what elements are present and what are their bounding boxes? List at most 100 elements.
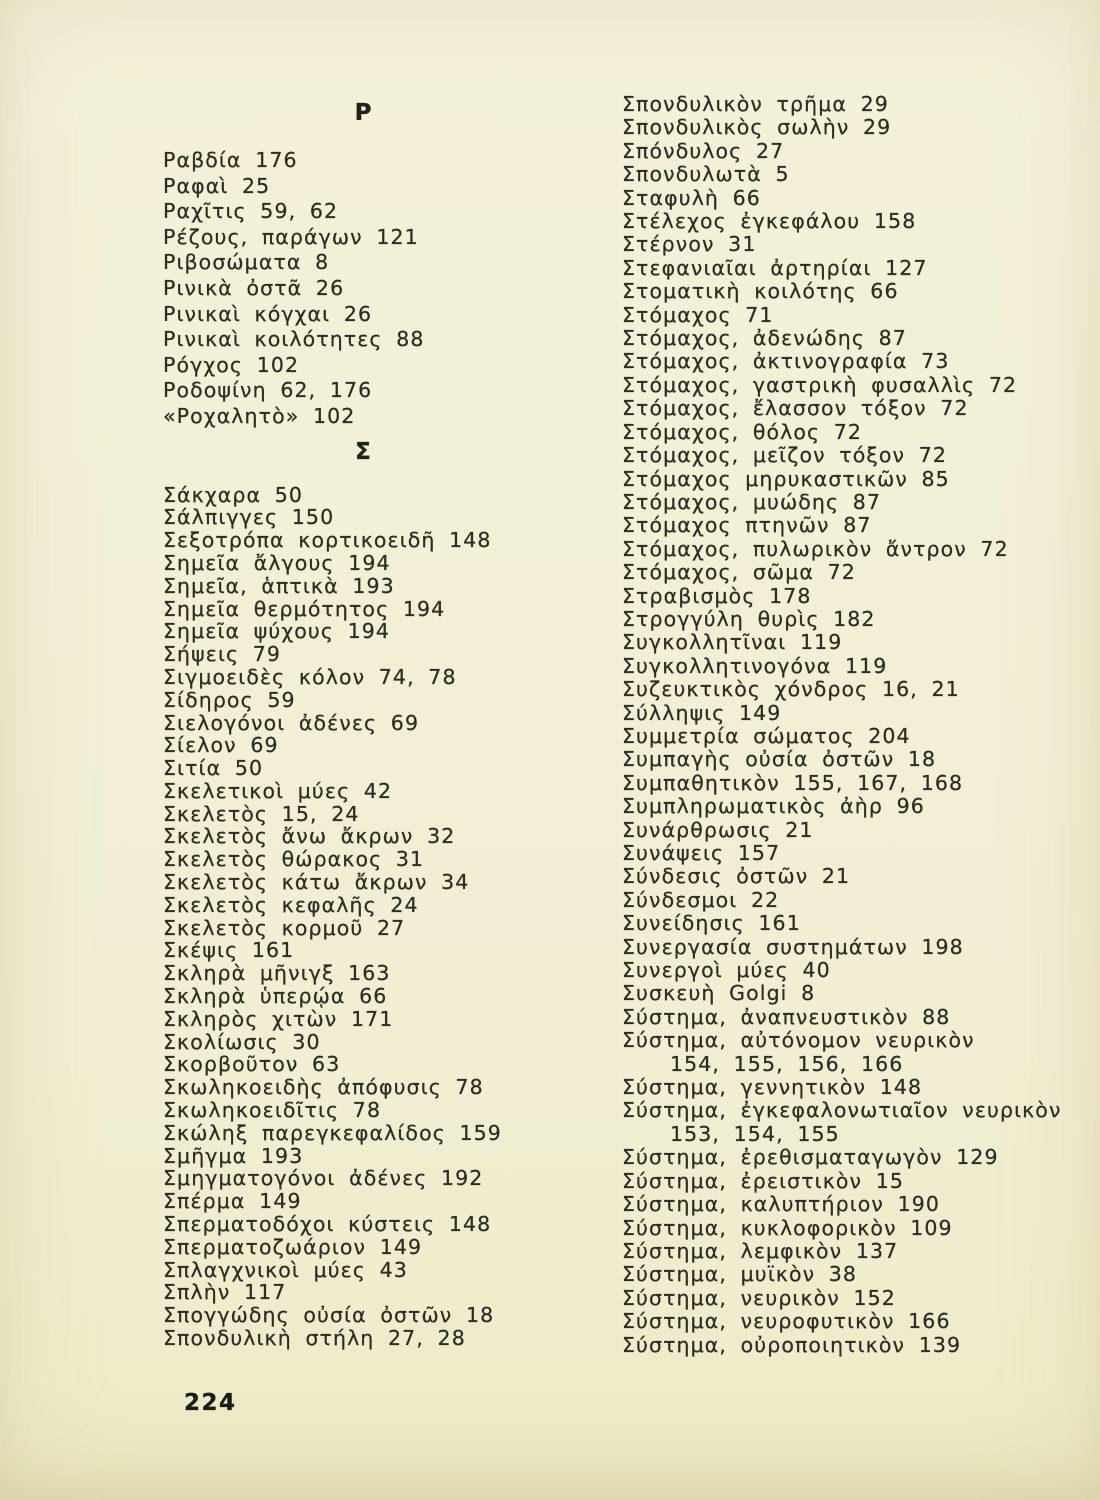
index-entry: Σκωληκοειδῖτις 78 bbox=[163, 1099, 565, 1122]
entry-term: Συνεργασία συστημάτων bbox=[622, 934, 908, 959]
index-entry: Σμῆγμα 193 bbox=[163, 1143, 565, 1168]
entry-term: Συμμετρία σώματος bbox=[622, 723, 855, 748]
entry-pages: 176 bbox=[255, 148, 298, 172]
entry-term: Σκέψις bbox=[163, 938, 239, 963]
entry-pages: 153, 154, 155 bbox=[670, 1121, 840, 1146]
index-entry: Συμπαγὴς οὐσία ὀστῶν 18 bbox=[622, 748, 1074, 772]
index-entry: Στόμαχος μηρυκαστικῶν 85 bbox=[622, 467, 1074, 491]
entry-pages: 88 bbox=[396, 327, 425, 352]
entry-term: Σύστημα, νευροφυτικὸν bbox=[622, 1309, 895, 1334]
entry-term: Σήψεις bbox=[163, 642, 240, 667]
index-entry: Συνείδησις 161 bbox=[622, 911, 1074, 935]
entry-term: Στόμαχος, ἀδενώδης bbox=[622, 326, 865, 351]
index-entry: Σύστημα, καλυπτήριον 190 bbox=[622, 1192, 1074, 1217]
section-heading: Σ bbox=[355, 438, 373, 465]
entry-term: Στόμαχος, μεῖζον τόξον bbox=[622, 443, 906, 468]
index-entry: Σπέρμα 149 bbox=[163, 1190, 565, 1213]
entry-term: Στρογγύλη θυρὶς bbox=[622, 606, 820, 631]
entry-pages: 194 bbox=[348, 550, 391, 575]
index-entry: Σπερματοζωάριον 149 bbox=[163, 1235, 565, 1259]
entry-term: Σύστημα, καλυπτήριον bbox=[622, 1192, 884, 1217]
index-entry: Σκελετὸς κάτω ἄκρων 34 bbox=[163, 871, 565, 894]
index-entry: Σκληρὰ ὑπερῴα 66 bbox=[163, 985, 565, 1008]
entry-term: Σπλαγχνικοὶ μύες bbox=[163, 1257, 366, 1282]
entry-term: Σύστημα, μυϊκὸν bbox=[622, 1262, 816, 1287]
entry-term: Σπονδυλωτὰ bbox=[622, 162, 762, 187]
entry-pages: 152 bbox=[853, 1285, 896, 1310]
entry-term: Σκελετὸς κεφαλῆς bbox=[163, 892, 377, 917]
entry-pages: 50 bbox=[234, 756, 264, 781]
entry-pages: 22 bbox=[750, 887, 780, 912]
index-entry: Σήψεις 79 bbox=[163, 643, 565, 666]
entry-pages: 18 bbox=[465, 1303, 495, 1328]
index-entry: Σίδηρος 59 bbox=[163, 687, 565, 712]
index-entry: Σκελετὸς κορμοῦ 27 bbox=[163, 915, 565, 940]
entry-pages: 193 bbox=[260, 1143, 304, 1168]
index-entry: Σταφυλὴ 66 bbox=[622, 186, 1074, 210]
index-entry: Ρόγχος 102 bbox=[163, 353, 565, 379]
entry-pages: 72 bbox=[940, 396, 969, 421]
entry-term: Σύστημα, ἐρειστικὸν bbox=[622, 1168, 863, 1193]
entry-term: Σκωληκοειδῖτις bbox=[163, 1098, 340, 1123]
entry-pages: 149 bbox=[259, 1189, 302, 1214]
index-entry: Σημεῖα, ἁπτικὰ 193 bbox=[163, 574, 565, 598]
index-entry: Σκωληκοειδὴς ἀπόφυσις 78 bbox=[163, 1076, 565, 1099]
entry-term: Σημεῖα ἄλγους bbox=[163, 550, 335, 575]
entry-term: Σκώληξ παρεγκεφαλίδος bbox=[163, 1120, 446, 1145]
entry-pages: 87 bbox=[852, 489, 882, 514]
index-entry: Στόμαχος, ἀκτινογραφία 73 bbox=[622, 350, 1074, 374]
entry-pages: 149 bbox=[739, 700, 782, 725]
index-entry: Συμμετρία σώματος 204 bbox=[622, 723, 1074, 748]
entry-term: Συμπαθητικὸν bbox=[622, 770, 780, 795]
entry-pages: 71 bbox=[745, 302, 774, 327]
entry-pages: 87 bbox=[878, 326, 907, 351]
index-entry: Στρογγύλη θυρὶς 182 bbox=[622, 606, 1074, 631]
entry-pages: 157 bbox=[737, 841, 781, 865]
index-entry: Στόμαχος, θόλος 72 bbox=[622, 420, 1074, 444]
index-entry: Συνάψεις 157 bbox=[622, 841, 1074, 865]
entry-term: Σάκχαρα bbox=[163, 482, 262, 507]
index-entry: Σπλαγχνικοὶ μύες 43 bbox=[163, 1257, 565, 1282]
index-entry: Ραφαὶ 25 bbox=[163, 173, 565, 200]
entry-pages: 148 bbox=[449, 528, 492, 553]
entry-term: Σπογγώδης οὐσία ὀστῶν bbox=[163, 1303, 453, 1328]
entry-pages: 21 bbox=[821, 864, 851, 889]
entry-pages: 154, 155, 156, 166 bbox=[670, 1051, 904, 1076]
entry-term: Συζευκτικὸς χόνδρος bbox=[622, 677, 869, 702]
index-entry: Σιτία 50 bbox=[163, 757, 565, 780]
index-entry: Στραβισμὸς 178 bbox=[622, 584, 1074, 608]
entry-pages: 42 bbox=[363, 778, 393, 803]
index-entry: Σύνδεσμοι 22 bbox=[622, 887, 1074, 912]
entry-term: Ροδοψίνη bbox=[163, 378, 267, 403]
entry-pages: 194 bbox=[402, 596, 446, 621]
index-entry: Ρέζους, παράγων 121 bbox=[163, 225, 565, 251]
entry-term: Σκολίωσις bbox=[163, 1029, 279, 1054]
entry-pages: 8 bbox=[315, 250, 330, 275]
entry-pages: 74, 78 bbox=[378, 664, 457, 689]
entry-term: Σύστημα, νευρικὸν bbox=[622, 1285, 840, 1310]
entry-term: Σύστημα, ἀναπνευστικὸν bbox=[622, 1004, 909, 1029]
entry-term: Στόμαχος, πυλωρικὸν ἄντρον bbox=[622, 536, 967, 561]
index-entry: Συζευκτικὸς χόνδρος 16, 21 bbox=[622, 677, 1074, 702]
entry-term: Ρινικαὶ κόγχαι bbox=[163, 301, 331, 326]
entry-pages: 31 bbox=[728, 232, 757, 257]
entry-pages: 192 bbox=[441, 1166, 484, 1191]
entry-pages: 119 bbox=[844, 653, 888, 678]
index-entry: Σπογγώδης οὐσία ὀστῶν 18 bbox=[163, 1304, 565, 1327]
entry-term: Σημεῖα ψύχους bbox=[163, 619, 334, 644]
index-entry: Σκέψις 161 bbox=[163, 939, 565, 962]
entry-term: Ραφαὶ bbox=[163, 173, 229, 198]
entry-term: Στόμαχος, γαστρικὴ φυσαλλὶς bbox=[622, 372, 976, 397]
entry-pages: 69 bbox=[250, 733, 279, 758]
entry-term: Σκελετὸς κορμοῦ bbox=[163, 915, 364, 940]
index-entry: Σάλπιγγες 150 bbox=[163, 506, 565, 529]
index-entry: Σημεῖα ψύχους 194 bbox=[163, 620, 565, 643]
index-column-right: Σπονδυλικὸν τρῆμα 29 Σπονδυλικὸς σωλὴν 29… bbox=[622, 92, 1074, 1357]
index-entry: Σάκχαρα 50 bbox=[163, 482, 565, 507]
entry-pages: 59 bbox=[267, 687, 296, 712]
entry-pages: 15 bbox=[875, 1168, 905, 1193]
entry-pages: 171 bbox=[350, 1006, 394, 1031]
entry-pages: 25 bbox=[241, 173, 271, 198]
index-entry: Στόμαχος, μεῖζον τόξον 72 bbox=[622, 443, 1074, 468]
entry-pages: 38 bbox=[828, 1262, 858, 1287]
